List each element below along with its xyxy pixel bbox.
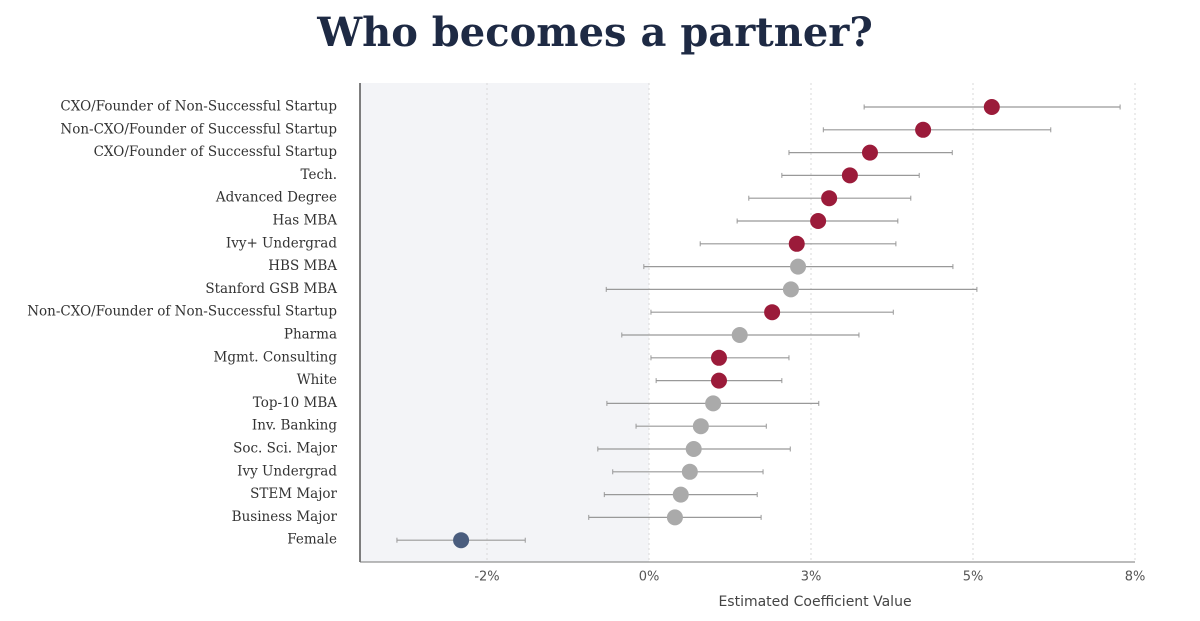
dot	[681, 463, 698, 480]
y-tick-label: HBS MBA	[268, 258, 337, 274]
dot	[666, 509, 683, 526]
y-tick-label: Non-CXO/Founder of Non-Successful Startu…	[27, 304, 337, 320]
dot	[810, 213, 827, 229]
y-tick-label: Tech.	[301, 167, 338, 183]
x-axis-label: Estimated Coefficient Value	[718, 594, 911, 610]
y-tick-label: Has MBA	[272, 213, 337, 229]
y-tick-label: Inv. Banking	[252, 418, 337, 434]
dot	[782, 281, 799, 298]
y-tick-label: STEM Major	[250, 486, 337, 502]
y-tick-label: Advanced Degree	[215, 190, 337, 206]
negative-region	[360, 83, 650, 562]
x-tick-label: 0%	[639, 570, 660, 585]
dot	[705, 395, 722, 412]
y-tick-label: CXO/Founder of Successful Startup	[94, 144, 337, 160]
dot	[710, 349, 727, 366]
x-tick-label: 5%	[963, 570, 984, 585]
y-tick-label: Female	[287, 532, 337, 548]
y-tick-label: Business Major	[232, 509, 338, 525]
dot	[672, 486, 689, 503]
y-tick-label: Stanford GSB MBA	[205, 281, 337, 297]
dot	[764, 304, 781, 321]
dot	[692, 418, 709, 435]
y-tick-label: Soc. Sci. Major	[233, 441, 337, 457]
y-tick-label: Pharma	[284, 327, 337, 343]
dot	[790, 258, 807, 275]
x-tick-label: 3%	[801, 570, 822, 585]
dot	[731, 327, 748, 343]
y-tick-label: Non-CXO/Founder of Successful Startup	[60, 121, 337, 137]
dot	[788, 235, 805, 252]
y-tick-label: Ivy+ Undergrad	[226, 235, 337, 251]
dot	[861, 144, 878, 161]
dot	[685, 441, 702, 457]
y-tick-label: Ivy Undergrad	[237, 463, 337, 479]
dot	[453, 532, 470, 549]
x-tick-label: -2%	[474, 570, 499, 585]
y-tick-label: White	[297, 372, 337, 388]
dot	[821, 190, 838, 207]
dot	[915, 121, 932, 138]
y-tick-label: Top-10 MBA	[253, 395, 338, 411]
x-tick-label: 8%	[1125, 570, 1146, 585]
dot	[983, 99, 1000, 115]
y-tick-label: CXO/Founder of Non-Successful Startup	[60, 99, 337, 115]
dot	[841, 167, 858, 184]
chart-title: Who becomes a partner?	[316, 9, 873, 56]
dot	[710, 372, 727, 389]
y-tick-label: Mgmt. Consulting	[214, 349, 338, 365]
